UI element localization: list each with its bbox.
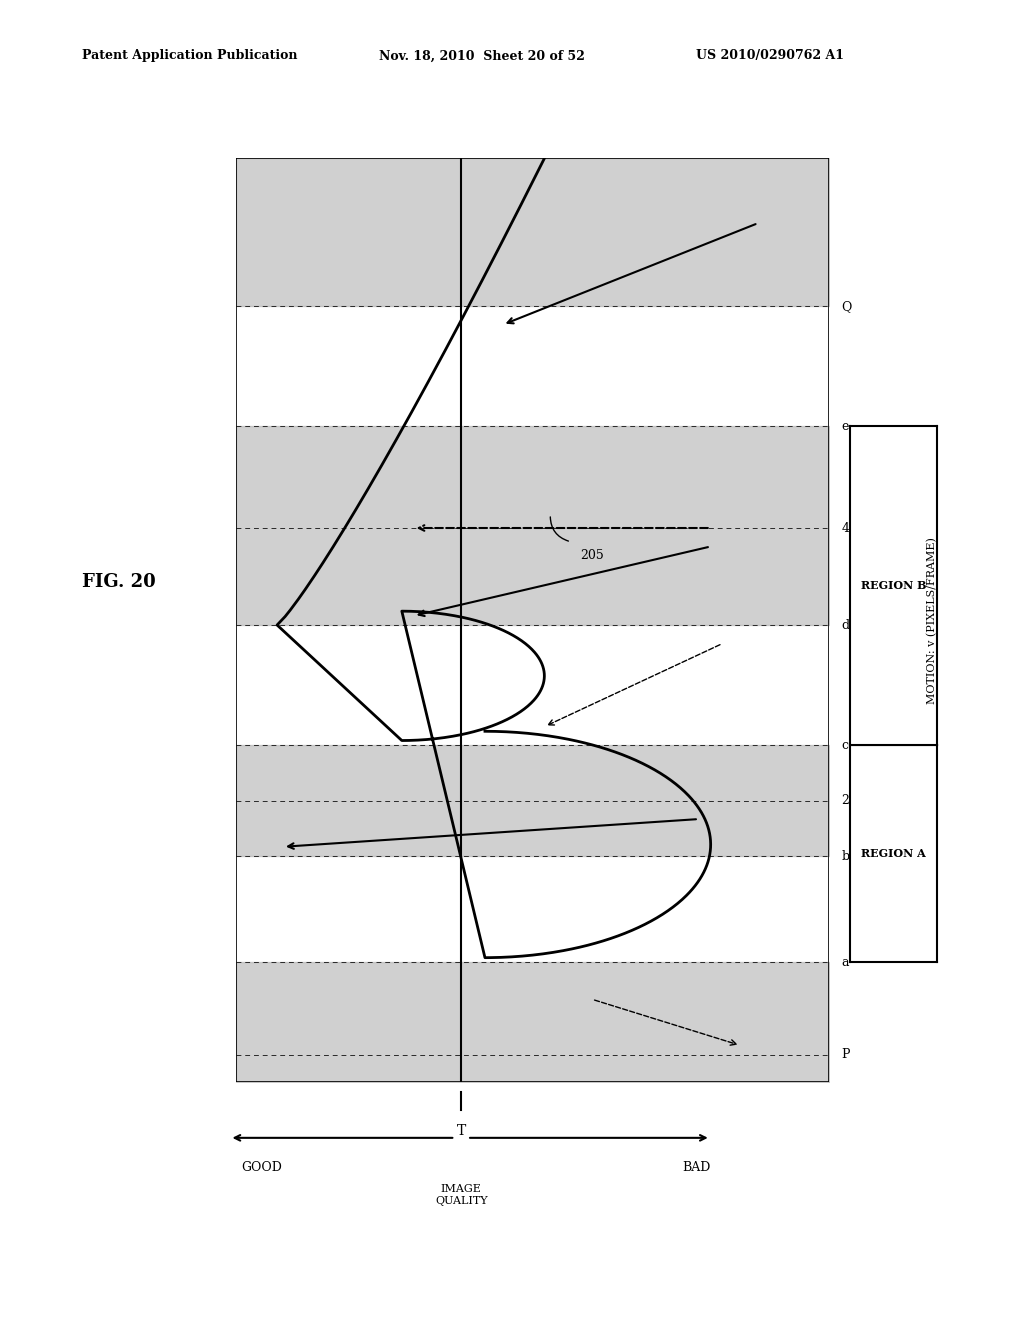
Text: 205: 205 bbox=[580, 549, 604, 562]
Text: P: P bbox=[842, 1048, 850, 1061]
Text: FIG. 20: FIG. 20 bbox=[82, 573, 156, 591]
Text: b: b bbox=[842, 850, 850, 862]
Text: Patent Application Publication: Patent Application Publication bbox=[82, 49, 297, 62]
Text: REGION A: REGION A bbox=[861, 849, 926, 859]
Text: Q: Q bbox=[842, 300, 852, 313]
Text: 2: 2 bbox=[842, 795, 849, 807]
Text: IMAGE
QUALITY: IMAGE QUALITY bbox=[435, 1184, 487, 1205]
Text: Nov. 18, 2010  Sheet 20 of 52: Nov. 18, 2010 Sheet 20 of 52 bbox=[379, 49, 585, 62]
Text: US 2010/0290762 A1: US 2010/0290762 A1 bbox=[696, 49, 845, 62]
Text: d: d bbox=[842, 619, 850, 631]
Text: GOOD: GOOD bbox=[242, 1162, 283, 1173]
Text: T: T bbox=[457, 1123, 466, 1138]
Text: a: a bbox=[842, 956, 849, 969]
Text: REGION B: REGION B bbox=[861, 581, 926, 591]
Text: MOTION: v (PIXELS/FRAME): MOTION: v (PIXELS/FRAME) bbox=[927, 537, 937, 704]
Text: e: e bbox=[842, 420, 849, 433]
Text: c: c bbox=[842, 739, 848, 751]
Text: 4: 4 bbox=[842, 521, 849, 535]
Text: BAD: BAD bbox=[682, 1162, 711, 1173]
